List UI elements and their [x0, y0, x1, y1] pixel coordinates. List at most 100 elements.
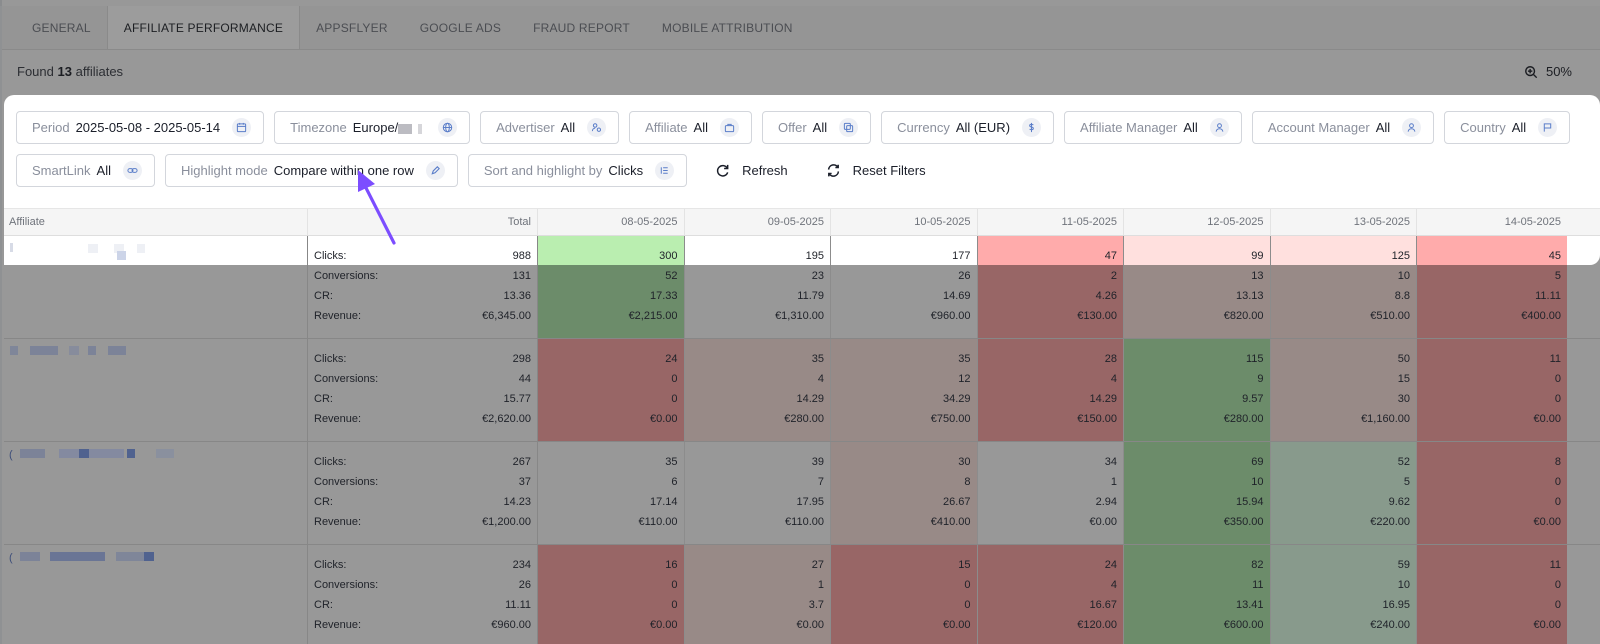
pencil-icon — [425, 161, 445, 180]
metric-total-value: €2,620.00 — [482, 413, 531, 425]
link-icon — [122, 161, 142, 180]
metric-value: 0 — [1554, 476, 1561, 488]
country-value: All — [1511, 120, 1527, 135]
column-header-total[interactable]: Total — [308, 209, 538, 235]
column-header-date[interactable]: 09-05-2025 — [685, 209, 831, 235]
metric-value: 7 — [817, 476, 824, 488]
metric-line: CR: 11.11 — [314, 595, 531, 615]
advertiser-filter[interactable]: Advertiser All — [480, 111, 620, 144]
tab-google-ads[interactable]: GOOGLE ADS — [419, 20, 502, 35]
column-header-date[interactable]: 08-05-2025 — [538, 209, 685, 235]
affiliate-name-cell[interactable] — [4, 339, 308, 441]
metric-label: Revenue: — [314, 516, 362, 528]
zoom-control[interactable]: 50% — [1524, 64, 1572, 79]
smartlink-label: SmartLink — [32, 163, 91, 178]
metric-line: Revenue: €1,200.00 — [314, 512, 531, 532]
affiliate-name-cell[interactable]: ( — [4, 545, 308, 644]
highlight-mode-value: Compare within one row — [273, 163, 414, 178]
sort-highlight-filter[interactable]: Sort and highlight by Clicks — [467, 154, 688, 187]
currency-filter[interactable]: Currency All (EUR) — [881, 111, 1055, 144]
metric-value: €0.00 — [942, 619, 971, 631]
affiliate-name-cell[interactable]: ( — [4, 442, 308, 544]
metric-value: €0.00 — [796, 619, 824, 631]
tab-mobile-attribution[interactable]: MOBILE ATTRIBUTION — [661, 20, 793, 35]
filters-row-2: SmartLink All Highlight mode Compare wit… — [16, 154, 1596, 187]
refresh-label: Refresh — [742, 163, 788, 178]
metric-value: 15 — [958, 559, 971, 571]
tab-fraud-report[interactable]: FRAUD REPORT — [533, 20, 630, 35]
metric-line: Revenue: €2,620.00 — [314, 409, 531, 429]
metric-value: €0.00 — [649, 413, 678, 425]
date-value-cell: 69 10 15.94 €350.00 — [1124, 442, 1271, 544]
column-header-affiliate[interactable]: Affiliate — [4, 209, 308, 235]
period-filter[interactable]: Period 2025-05-08 - 2025-05-14 — [16, 111, 265, 144]
metric-value: 34.29 — [942, 393, 971, 405]
metric-value: 24 — [665, 353, 678, 365]
metric-value: 27 — [811, 559, 824, 571]
metric-value: 0 — [964, 579, 971, 591]
metric-value: 300 — [659, 250, 678, 262]
metric-label: Revenue: — [314, 310, 362, 322]
metric-value: 14.29 — [796, 393, 824, 405]
column-header-date[interactable]: 11-05-2025 — [978, 209, 1124, 235]
metric-value: 0 — [1554, 579, 1561, 591]
metric-value: 34 — [1104, 456, 1117, 468]
date-value-cell: 82 11 13.41 €600.00 — [1124, 545, 1271, 644]
metric-value: 82 — [1251, 559, 1264, 571]
metric-value: 195 — [805, 250, 824, 262]
filters-row-1: Period 2025-05-08 - 2025-05-14 Timezone … — [16, 111, 1596, 144]
redacted-affiliate-name — [114, 244, 124, 253]
table-row-group[interactable]: Clicks: 298 Conversions: 44 CR: 15.77 Revenue:… — [4, 339, 1600, 442]
table-row-group[interactable]: (Clicks: 267 Conversions: 37 CR: 14.23 Revenue… — [4, 442, 1600, 545]
metric-value: 10 — [1251, 476, 1264, 488]
date-value-cell: 35 12 34.29 €750.00 — [831, 339, 978, 441]
metric-total-value: 13.36 — [503, 290, 531, 302]
tab-appsflyer[interactable]: APPSFLYER — [316, 20, 388, 35]
tab-affiliate-performance[interactable]: AFFILIATE PERFORMANCE — [106, 6, 301, 49]
column-header-date[interactable]: 12-05-2025 — [1124, 209, 1271, 235]
zoom-level: 50% — [1545, 64, 1572, 79]
redacted-affiliate-name — [20, 449, 45, 458]
metric-value: 8.8 — [1394, 290, 1410, 302]
refresh-button[interactable]: Refresh — [697, 154, 798, 187]
date-value-cell: 300 52 17.33 €2,215.00 — [538, 236, 685, 338]
metric-value: 8 — [964, 476, 971, 488]
metric-value: 3.7 — [808, 599, 824, 611]
reset-filters-button[interactable]: Reset Filters — [808, 154, 936, 187]
highlight-mode-filter[interactable]: Highlight mode Compare within one row — [164, 154, 458, 187]
metric-value: 13 — [1251, 270, 1264, 282]
offer-filter[interactable]: Offer All — [761, 111, 872, 144]
metric-value: 47 — [1104, 250, 1117, 262]
affiliate-name-cell[interactable] — [4, 236, 308, 338]
affiliate-filter[interactable]: Affiliate All — [629, 111, 752, 144]
metric-value: 4 — [1110, 579, 1117, 591]
table-row-group[interactable]: (Clicks: 234 Conversions: 26 CR: 11.11 Revenue… — [4, 545, 1600, 644]
metric-value: 14.29 — [1089, 393, 1117, 405]
redacted-affiliate-name — [88, 346, 96, 355]
metric-value: 6 — [671, 476, 678, 488]
date-value-cell: 27 1 3.7 €0.00 — [684, 545, 831, 644]
metric-value: 28 — [1104, 353, 1117, 365]
metric-value: 26.67 — [942, 496, 971, 508]
metric-label: Conversions: — [314, 579, 379, 591]
metric-value: 0 — [1554, 599, 1561, 611]
metric-value: 11 — [1252, 579, 1264, 591]
metric-value: €0.00 — [1533, 516, 1561, 528]
tab-general[interactable]: GENERAL — [32, 20, 91, 35]
column-header-date[interactable]: 14-05-2025 — [1504, 216, 1561, 228]
table-row-group[interactable]: Clicks: 988 Conversions: 131 CR: 13.36 Revenue… — [4, 236, 1600, 339]
total-column-cell: Clicks: 267 Conversions: 37 CR: 14.23 Revenue:… — [308, 442, 538, 544]
smartlink-filter[interactable]: SmartLink All — [16, 154, 155, 187]
date-value-cell: 16 0 0 €0.00 — [538, 545, 685, 644]
date-value-cell: 115 9 9.57 €280.00 — [1124, 339, 1271, 441]
affiliate-manager-filter[interactable]: Affiliate Manager All — [1064, 111, 1242, 144]
metric-label: CR: — [314, 290, 333, 302]
account-manager-filter[interactable]: Account Manager All — [1251, 111, 1435, 144]
country-filter[interactable]: Country All — [1444, 111, 1571, 144]
metric-line: Conversions: 26 — [314, 575, 531, 595]
timezone-filter[interactable]: Timezone Europe/ — [274, 111, 471, 144]
metric-value: 17.33 — [649, 290, 678, 302]
column-header-date[interactable]: 10-05-2025 — [831, 209, 978, 235]
date-value-cell: 11 0 0 €0.00 — [1417, 339, 1567, 441]
column-header-date[interactable]: 13-05-2025 — [1271, 209, 1417, 235]
